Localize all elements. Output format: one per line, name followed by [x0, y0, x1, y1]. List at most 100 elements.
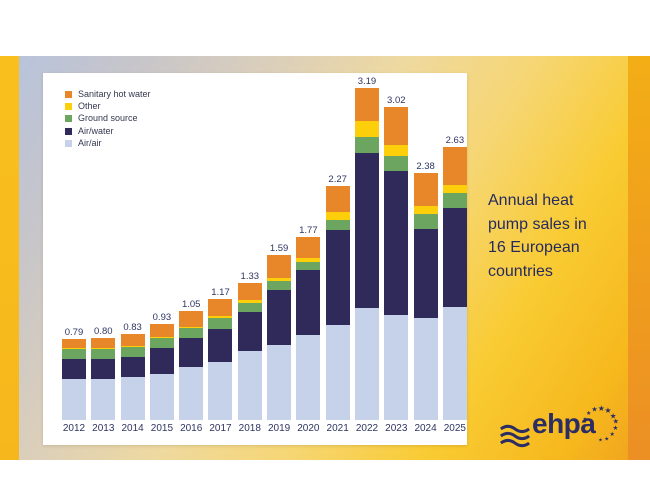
- legend-item-other: Other: [65, 100, 151, 112]
- bar-segment-air-air: [237, 351, 262, 420]
- bar-segment-air-air: [91, 379, 116, 420]
- bar-segment-air-water: [296, 270, 321, 335]
- bar-segment-air-water: [267, 290, 292, 345]
- bar-total-label: 0.79: [64, 326, 84, 338]
- bar-total-label: 3.02: [387, 94, 406, 106]
- background-card: Sanitary hot water Other Ground source Air/…: [0, 56, 650, 460]
- bar-segment-sanitary-hot-water: [267, 255, 292, 278]
- x-axis-label: 2021: [326, 423, 349, 434]
- bar-segment-air-air: [325, 325, 350, 420]
- bar-column-2016: 1.05 2016: [179, 73, 204, 434]
- legend-label: Ground source: [78, 113, 138, 124]
- legend-item-sanitary-hot-water: Sanitary hot water: [65, 88, 151, 100]
- legend-label: Other: [78, 101, 101, 112]
- eu-star: ★: [609, 411, 617, 421]
- bar-segment-other: [354, 121, 379, 137]
- bar-segment-sanitary-hot-water: [91, 338, 116, 348]
- legend-swatch-air-water: [65, 127, 72, 135]
- x-axis-label: 2020: [297, 423, 320, 434]
- bar-segment-air-air: [120, 377, 145, 420]
- bar-segment-ground-source: [413, 214, 438, 229]
- legend-swatch-sanitary-hot-water: [65, 90, 72, 98]
- bar-segment-air-air: [296, 335, 321, 420]
- legend-label: Sanitary hot water: [78, 88, 151, 99]
- x-axis-label: 2019: [267, 423, 291, 434]
- x-axis-label: 2023: [385, 423, 408, 434]
- bar-segment-air-water: [413, 229, 438, 318]
- ehpa-logo: ehpa ★ ★ ★ ★ ★ ★ ★ ★ ★ ★ ★: [500, 405, 630, 460]
- x-axis-label: 2018: [238, 423, 261, 434]
- legend-label: Air/air: [78, 138, 102, 149]
- bar-total-label: 0.83: [123, 321, 142, 333]
- bar-stack: [179, 311, 204, 420]
- bar-column-2025: 2.63 2025: [442, 73, 467, 434]
- bar-column-2012: 0.79 2012: [62, 73, 86, 434]
- left-accent-strip: [0, 56, 19, 460]
- bar-segment-air-water: [91, 359, 116, 379]
- eu-star: ★: [591, 406, 598, 414]
- bar-segment-sanitary-hot-water: [442, 147, 467, 185]
- bar-column-2015: 0.93 2015: [149, 73, 174, 434]
- bar-segment-other: [208, 316, 233, 318]
- legend-swatch-ground-source: [65, 115, 72, 123]
- bar-segment-other: [267, 278, 292, 281]
- bar-segment-ground-source: [442, 193, 467, 208]
- bar-segment-ground-source: [91, 349, 116, 359]
- bar-total-label: 1.05: [181, 298, 201, 310]
- bar-segment-air-air: [149, 374, 174, 420]
- chart-panel: Sanitary hot water Other Ground source Air/…: [43, 73, 467, 445]
- eu-star: ★: [609, 432, 615, 439]
- bar-column-2021: 2.27 2021: [325, 73, 350, 434]
- bar-segment-ground-source: [325, 220, 350, 230]
- bar-segment-ground-source: [62, 349, 86, 359]
- x-axis-label: 2013: [92, 423, 115, 434]
- eu-star: ★: [604, 435, 610, 442]
- bar-total-label: 1.77: [299, 224, 318, 236]
- bar-segment-sanitary-hot-water: [208, 299, 233, 316]
- bar-segment-air-water: [384, 171, 409, 315]
- bar-segment-other: [384, 145, 409, 156]
- bar-total-label: 2.27: [328, 173, 347, 185]
- bar-segment-air-air: [208, 362, 233, 420]
- bar-column-2014: 0.83 2014: [120, 73, 145, 434]
- bar-stack: [296, 237, 321, 420]
- right-accent-strip: [628, 56, 650, 460]
- bar-segment-ground-source: [208, 318, 233, 329]
- bar-segment-ground-source: [267, 281, 292, 290]
- bar-stack: [442, 147, 467, 420]
- bar-stack: [120, 334, 145, 420]
- bar-column-2022: 3.19 2022: [354, 73, 379, 434]
- bar-segment-sanitary-hot-water: [237, 283, 262, 300]
- bar-total-label: 0.80: [94, 325, 113, 337]
- x-axis-label: 2012: [62, 423, 86, 434]
- bar-segment-other: [179, 327, 204, 328]
- bar-segment-ground-source: [296, 262, 321, 270]
- bar-segment-sanitary-hot-water: [62, 339, 86, 348]
- chart-caption: Annual heat pump sales in 16 European co…: [488, 192, 587, 280]
- bar-segment-sanitary-hot-water: [413, 173, 438, 206]
- bar-segment-ground-source: [354, 137, 379, 153]
- bar-column-2018: 1.33 2018: [237, 73, 262, 434]
- legend-label: Air/water: [78, 125, 114, 136]
- bar-segment-ground-source: [120, 347, 145, 357]
- bar-column-2017: 1.17 2017: [208, 73, 233, 434]
- bar-total-label: 3.19: [357, 75, 377, 87]
- bar-total-label: 0.93: [152, 311, 172, 323]
- bar-segment-sanitary-hot-water: [120, 334, 145, 346]
- bar-stack: [267, 255, 292, 420]
- bar-segment-air-water: [149, 348, 174, 374]
- bar-column-2013: 0.80 2013: [91, 73, 116, 434]
- bar-stack: [413, 173, 438, 420]
- bar-segment-other: [296, 258, 321, 262]
- eu-star: ★: [585, 410, 592, 417]
- eu-star: ★: [604, 406, 612, 416]
- bar-column-2019: 1.59 2019: [267, 73, 292, 434]
- bar-stack: [325, 186, 350, 420]
- bar-segment-other: [120, 346, 145, 347]
- bar-segment-ground-source: [179, 328, 204, 338]
- bar-segment-sanitary-hot-water: [384, 107, 409, 145]
- bar-segment-sanitary-hot-water: [179, 311, 204, 327]
- bar-segment-air-water: [325, 230, 350, 325]
- bar-total-label: 1.59: [269, 242, 289, 254]
